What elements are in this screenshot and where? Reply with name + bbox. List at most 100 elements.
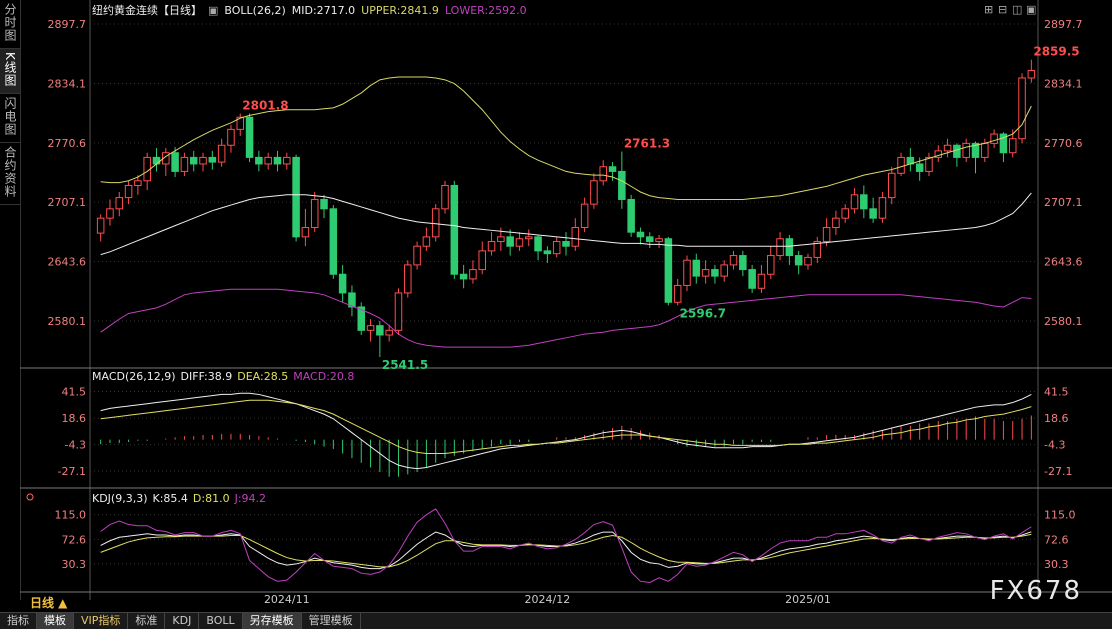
boll-upper-line — [100, 76, 1032, 200]
macd-tick-right: -27.1 — [1044, 465, 1072, 478]
candle — [608, 166, 617, 172]
kdj-k-value: K:85.4 — [153, 492, 188, 505]
candle — [915, 163, 924, 172]
y-tick-label-left: 2580.1 — [48, 315, 87, 328]
bottom-tab-3[interactable]: 标准 — [128, 613, 166, 629]
kdj-tick-right: 30.3 — [1044, 558, 1069, 571]
boll-lower-line — [100, 288, 1032, 348]
candle — [878, 197, 887, 219]
window-control-icon[interactable]: ⊞ — [984, 3, 993, 16]
bottom-toolbar: 指标 模板 VIP指标 标准 KDJ BOLL 另存模板 管理模板 — [0, 612, 1112, 629]
candle — [1008, 138, 1017, 154]
candle — [962, 142, 970, 158]
boll-mid-line — [100, 192, 1032, 256]
price-annotation: 2761.3 — [624, 137, 670, 151]
bottom-tab-1[interactable]: 模板 — [37, 613, 74, 629]
candle — [506, 236, 514, 247]
side-tab-3[interactable]: 合约资料 — [0, 143, 20, 205]
candle — [245, 116, 254, 158]
candle — [329, 208, 338, 275]
candle — [310, 198, 319, 229]
candle — [692, 259, 701, 277]
macd-tick-right: -4.3 — [1044, 439, 1065, 452]
candle — [264, 156, 272, 165]
candle — [739, 255, 747, 271]
bottom-tab-7[interactable]: 管理模板 — [302, 613, 361, 629]
candle — [571, 227, 580, 247]
side-tab-label: K线图 — [3, 52, 17, 87]
side-tab-label: 合约资料 — [3, 145, 17, 198]
candle — [404, 264, 412, 294]
candle — [348, 292, 356, 308]
kdj-label: KDJ(9,3,3) — [92, 492, 148, 505]
kdj-j-value: J:94.2 — [234, 492, 266, 505]
bottom-tab-2[interactable]: VIP指标 — [74, 613, 129, 629]
candle — [171, 152, 179, 172]
candle — [478, 250, 486, 271]
window-control-icon[interactable]: ▣ — [1026, 3, 1036, 16]
candle — [459, 273, 468, 280]
macd-tick-right: 18.6 — [1044, 412, 1069, 425]
candle — [776, 238, 784, 257]
candle — [897, 156, 905, 174]
candle — [497, 236, 505, 243]
candle — [794, 255, 803, 266]
chart-canvas[interactable]: 2897.7 2897.7 2834.1 2834.1 2770.6 2770.6 2707… — [0, 0, 1112, 612]
bottom-tab-5[interactable]: BOLL — [199, 613, 243, 629]
candle — [887, 172, 896, 199]
y-tick-label-right: 2580.1 — [1044, 315, 1083, 328]
side-tab-0[interactable]: 分时图 — [0, 0, 20, 49]
candle — [385, 329, 393, 336]
x-tick-label: 2024/12 — [525, 593, 571, 606]
kdj-tick-right: 72.6 — [1044, 533, 1069, 546]
kdj-tick-left: 115.0 — [55, 509, 87, 522]
boll-lower-value: LOWER:2592.0 — [445, 4, 527, 17]
candle — [860, 194, 868, 210]
candle — [227, 128, 235, 146]
candle — [134, 180, 142, 186]
candle — [850, 194, 859, 210]
candle — [534, 236, 542, 252]
side-tab-2[interactable]: 闪电图 — [0, 94, 20, 143]
boll-mid-value: MID:2717.0 — [292, 4, 355, 17]
candle — [115, 197, 124, 210]
candle — [590, 180, 598, 205]
candle — [999, 133, 1008, 154]
candle — [841, 208, 849, 219]
boll-upper-value: UPPER:2841.9 — [361, 4, 439, 17]
candle — [618, 170, 626, 200]
window-control-icon[interactable]: ⊟ — [998, 3, 1007, 16]
candle — [320, 198, 328, 210]
y-tick-label-left: 2897.7 — [48, 18, 87, 31]
candle — [208, 156, 217, 163]
period-selector[interactable]: 日线 ▲ — [30, 596, 68, 610]
symbol-title: 纽约黄金连续【日线】 — [92, 3, 202, 17]
side-tab-1[interactable]: K线图 — [0, 49, 20, 94]
bottom-tab-6[interactable]: 另存模板 — [242, 613, 302, 629]
candle — [162, 152, 170, 165]
boll-label: BOLL(26,2) — [224, 4, 285, 17]
y-tick-label-left: 2770.6 — [48, 137, 87, 150]
candle — [646, 236, 654, 243]
chart-icon: ▣ — [208, 4, 218, 17]
bottom-tab-0[interactable]: 指标 — [0, 613, 37, 629]
candle — [199, 156, 207, 165]
price-annotation: 2801.8 — [242, 99, 288, 113]
candle — [627, 198, 635, 233]
window-control-icon[interactable]: ◫ — [1012, 3, 1022, 16]
candle — [664, 238, 673, 303]
macd-value: MACD:20.8 — [293, 370, 354, 383]
candle — [515, 238, 524, 247]
bottom-tab-4[interactable]: KDJ — [165, 613, 200, 629]
candle — [422, 236, 431, 247]
candle — [971, 142, 980, 158]
candle — [729, 255, 738, 266]
candle — [748, 269, 756, 289]
kdj-settings-icon — [26, 493, 34, 501]
candle — [1027, 69, 1036, 79]
candle — [673, 284, 682, 303]
candle — [757, 273, 766, 289]
candle — [766, 255, 775, 275]
candle — [376, 325, 384, 336]
candle — [869, 208, 877, 219]
